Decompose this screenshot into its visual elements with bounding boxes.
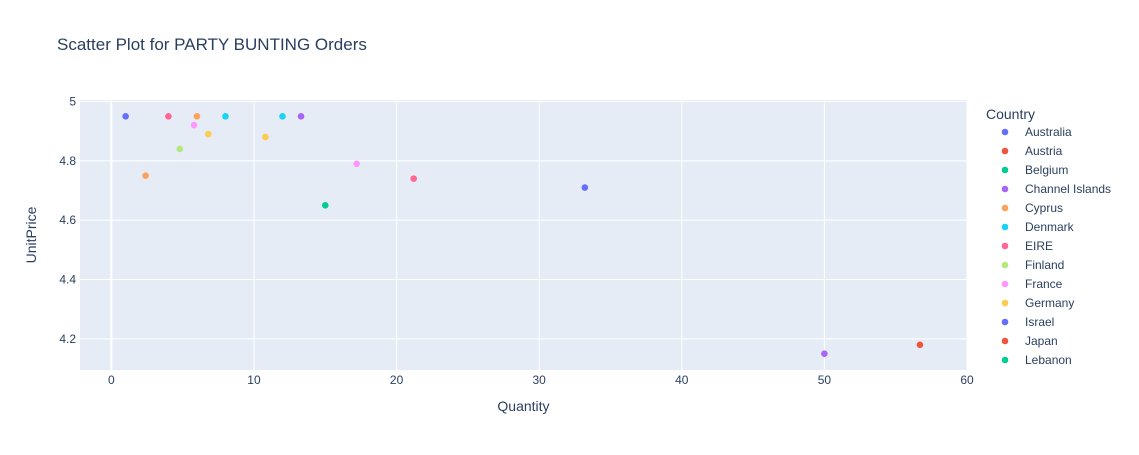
data-points — [122, 113, 924, 357]
y-tick-label: 5 — [69, 94, 76, 108]
scatter-point[interactable] — [176, 145, 184, 153]
legend-label: Channel Islands — [1025, 182, 1111, 196]
legend-item[interactable]: Japan — [1001, 334, 1058, 348]
legend-label: EIRE — [1025, 239, 1053, 253]
y-tick-label: 4.2 — [59, 332, 76, 346]
legend-marker — [1001, 299, 1009, 307]
scatter-point[interactable] — [821, 350, 828, 357]
scatter-point[interactable] — [190, 121, 198, 129]
legend-marker — [1001, 356, 1009, 364]
y-tick-label: 4.4 — [59, 273, 76, 287]
legend-label: Japan — [1025, 334, 1058, 348]
legend-label: Australia — [1025, 125, 1072, 139]
scatter-point[interactable] — [321, 202, 329, 209]
legend-label: Denmark — [1025, 220, 1075, 234]
legend-item[interactable]: Denmark — [1001, 220, 1075, 234]
scatter-point[interactable] — [222, 113, 229, 120]
legend-item[interactable]: Cyprus — [1001, 201, 1063, 215]
legend[interactable]: Country Australia Austria Belgium Channel I… — [986, 106, 1111, 367]
legend-item[interactable]: Finland — [1001, 258, 1065, 272]
legend-item[interactable]: Israel — [1001, 315, 1055, 329]
scatter-point[interactable] — [122, 113, 129, 120]
legend-label: France — [1025, 277, 1063, 291]
chart-title: Scatter Plot for PARTY BUNTING Orders — [57, 35, 367, 54]
scatter-point[interactable] — [353, 160, 360, 168]
scatter-point[interactable] — [279, 113, 286, 120]
x-tick-label: 60 — [960, 373, 974, 387]
legend-marker — [1001, 166, 1009, 174]
legend-item[interactable]: Australia — [1001, 125, 1072, 139]
x-tick-label: 30 — [533, 373, 547, 387]
scatter-point[interactable] — [142, 172, 149, 179]
scatter-point[interactable] — [581, 184, 589, 191]
legend-label: Cyprus — [1025, 201, 1063, 215]
legend-label: Germany — [1025, 296, 1074, 310]
legend-label: Lebanon — [1025, 353, 1072, 367]
legend-marker — [1001, 280, 1009, 288]
legend-item[interactable]: Lebanon — [1001, 353, 1072, 367]
plot-background — [80, 100, 967, 370]
legend-label: Austria — [1025, 144, 1063, 158]
legend-marker — [1001, 242, 1009, 250]
legend-item[interactable]: Austria — [1001, 144, 1063, 158]
scatter-point[interactable] — [297, 113, 305, 120]
legend-label: Israel — [1025, 315, 1054, 329]
legend-item[interactable]: Channel Islands — [1001, 182, 1111, 196]
x-tick-label: 20 — [390, 373, 404, 387]
scatter-point[interactable] — [410, 175, 417, 182]
y-axis-ticks: 4.2 4.4 4.6 4.8 5 — [59, 94, 76, 345]
legend-marker — [1001, 204, 1009, 212]
legend-marker — [1001, 318, 1009, 326]
scatter-point[interactable] — [205, 130, 212, 138]
scatter-point[interactable] — [916, 341, 924, 349]
legend-item[interactable]: Belgium — [1001, 163, 1069, 177]
legend-item[interactable]: Germany — [1001, 296, 1075, 310]
scatter-point[interactable] — [262, 133, 269, 141]
legend-items[interactable]: Australia Austria Belgium Channel Islands Cy… — [1001, 125, 1111, 367]
x-tick-label: 40 — [675, 373, 689, 387]
legend-item[interactable]: France — [1001, 277, 1063, 291]
legend-item[interactable]: EIRE — [1001, 239, 1053, 253]
legend-marker — [1001, 185, 1009, 193]
legend-marker — [1001, 128, 1009, 136]
y-axis-label: UnitPrice — [23, 206, 39, 263]
y-tick-label: 4.8 — [59, 154, 76, 168]
grid-lines — [80, 100, 968, 370]
y-tick-label: 4.6 — [59, 213, 76, 227]
legend-label: Finland — [1025, 258, 1064, 272]
legend-title: Country — [986, 106, 1035, 122]
x-tick-label: 0 — [108, 373, 115, 387]
legend-marker — [1001, 223, 1009, 231]
x-axis-ticks: 0 10 20 30 40 50 60 — [108, 373, 974, 387]
legend-marker — [1001, 337, 1009, 345]
x-axis-label: Quantity — [497, 398, 549, 414]
legend-label: Belgium — [1025, 163, 1068, 177]
x-tick-label: 10 — [247, 373, 261, 387]
x-tick-label: 50 — [818, 373, 832, 387]
legend-marker — [1001, 147, 1009, 155]
legend-marker — [1001, 261, 1009, 269]
scatter-point[interactable] — [165, 113, 172, 120]
scatter-point[interactable] — [193, 113, 201, 120]
